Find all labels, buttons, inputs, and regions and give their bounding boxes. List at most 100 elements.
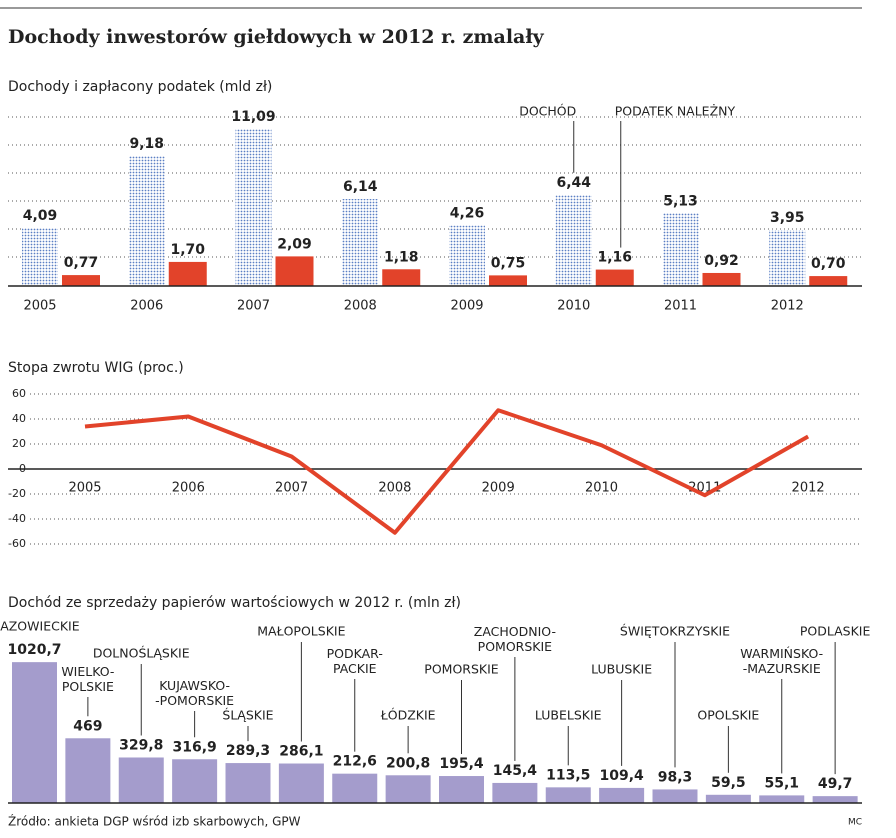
category-label: OPOLSKIE xyxy=(697,708,759,723)
value-label: 109,4 xyxy=(599,768,644,784)
value-label: 329,8 xyxy=(119,737,163,753)
value-label: 0,75 xyxy=(491,255,526,271)
bar xyxy=(492,782,538,803)
chart-title: Stopa zwrotu WIG (proc.) xyxy=(8,360,184,376)
bar xyxy=(332,773,378,803)
y-tick-label: 60 xyxy=(12,387,26,400)
value-label: 3,95 xyxy=(770,210,805,226)
category-label: KUJAWSKO--POMORSKIE xyxy=(155,678,234,708)
value-label: 469 xyxy=(73,718,102,734)
bar xyxy=(118,757,164,803)
x-tick-label: 2012 xyxy=(771,299,804,314)
value-label: 0,77 xyxy=(64,255,99,271)
source: Źródło: ankieta DGP wśród izb skarbowych… xyxy=(8,814,301,829)
category-label: DOLNOŚLĄSKIE xyxy=(93,646,190,661)
legend-label: PODATEK NALEŻNY xyxy=(615,104,736,119)
x-tick-label: 2008 xyxy=(344,299,377,314)
x-tick-label: 2005 xyxy=(23,299,56,314)
x-tick-label: 2005 xyxy=(68,481,101,496)
x-tick-label: 2006 xyxy=(130,299,163,314)
y-tick-label: 20 xyxy=(12,437,26,450)
y-tick-label: -20 xyxy=(8,487,26,500)
y-tick-label: -60 xyxy=(8,537,26,550)
value-label: 5,13 xyxy=(663,193,698,209)
bar xyxy=(62,275,100,286)
x-tick-label: 2010 xyxy=(585,481,618,496)
bar xyxy=(385,775,431,803)
value-label: 6,14 xyxy=(343,179,378,195)
category-label: PODKAR-PACKIE xyxy=(327,646,383,676)
value-label: 11,09 xyxy=(231,109,275,125)
page-title: Dochody inwestorów giełdowych w 2012 r. … xyxy=(8,26,545,48)
bar xyxy=(705,794,751,803)
x-tick-label: 2006 xyxy=(172,481,205,496)
category-label: WIELKO-POLSKIE xyxy=(61,664,114,694)
value-label: 212,6 xyxy=(333,754,377,770)
x-tick-label: 2010 xyxy=(557,299,590,314)
category-label: LUBELSKIE xyxy=(535,708,602,723)
category-label: MAŁOPOLSKIE xyxy=(257,624,345,639)
value-label: 1,70 xyxy=(170,242,205,258)
value-label: 4,09 xyxy=(23,208,58,224)
bar xyxy=(545,787,591,803)
bar xyxy=(662,213,699,286)
value-label: 195,4 xyxy=(439,756,484,772)
value-label: 55,1 xyxy=(764,775,799,791)
bar xyxy=(235,128,272,286)
value-label: 316,9 xyxy=(172,739,216,755)
bar xyxy=(812,796,858,803)
value-label: 1,18 xyxy=(384,249,419,265)
category-label: WARMIŃSKO--MAZURSKIE xyxy=(740,646,823,676)
bar xyxy=(12,662,57,803)
value-label: 1,16 xyxy=(597,250,632,266)
category-label: MAZOWIECKIE xyxy=(0,619,80,634)
value-label: 6,44 xyxy=(556,175,591,191)
value-label: 289,3 xyxy=(226,743,270,759)
value-label: 113,5 xyxy=(546,767,590,783)
category-label: POMORSKIE xyxy=(424,662,499,677)
bar xyxy=(595,269,634,286)
value-label: 59,5 xyxy=(711,775,746,791)
bar xyxy=(275,256,314,286)
bar xyxy=(22,228,58,286)
value-label: 200,8 xyxy=(386,755,430,771)
bar xyxy=(702,272,741,286)
legend-label: DOCHÓD xyxy=(519,104,576,119)
bar xyxy=(65,738,111,803)
bar xyxy=(769,230,806,286)
bar xyxy=(382,269,421,286)
category-label: ŚLĄSKIE xyxy=(222,708,273,723)
value-label: 49,7 xyxy=(818,776,853,792)
x-tick-label: 2009 xyxy=(482,481,515,496)
value-label: 0,70 xyxy=(811,256,846,272)
bar xyxy=(342,199,379,286)
value-label: 98,3 xyxy=(658,769,693,785)
x-tick-label: 2007 xyxy=(275,481,308,496)
category-label: ŁÓDZKIE xyxy=(380,708,436,723)
value-label: 0,92 xyxy=(704,253,739,269)
bar xyxy=(449,225,485,286)
bar xyxy=(489,275,527,286)
value-label: 286,1 xyxy=(279,744,323,760)
bar xyxy=(599,787,645,803)
line xyxy=(84,408,810,535)
y-tick-label: -40 xyxy=(8,512,26,525)
bar xyxy=(439,776,484,803)
value-label: 4,26 xyxy=(450,206,485,222)
credit: MC xyxy=(848,818,862,828)
x-tick-label: 2008 xyxy=(378,481,411,496)
x-tick-label: 2012 xyxy=(792,481,825,496)
bar xyxy=(128,155,165,286)
bar xyxy=(278,763,324,803)
value-label: 145,4 xyxy=(493,763,538,779)
bar xyxy=(759,795,805,803)
x-tick-label: 2009 xyxy=(450,299,483,314)
bar xyxy=(172,759,218,803)
bar xyxy=(225,763,271,803)
bar xyxy=(168,261,207,286)
category-label: LUBUSKIE xyxy=(591,662,652,677)
bar xyxy=(555,194,592,286)
bar xyxy=(809,276,848,286)
bar xyxy=(652,789,698,803)
